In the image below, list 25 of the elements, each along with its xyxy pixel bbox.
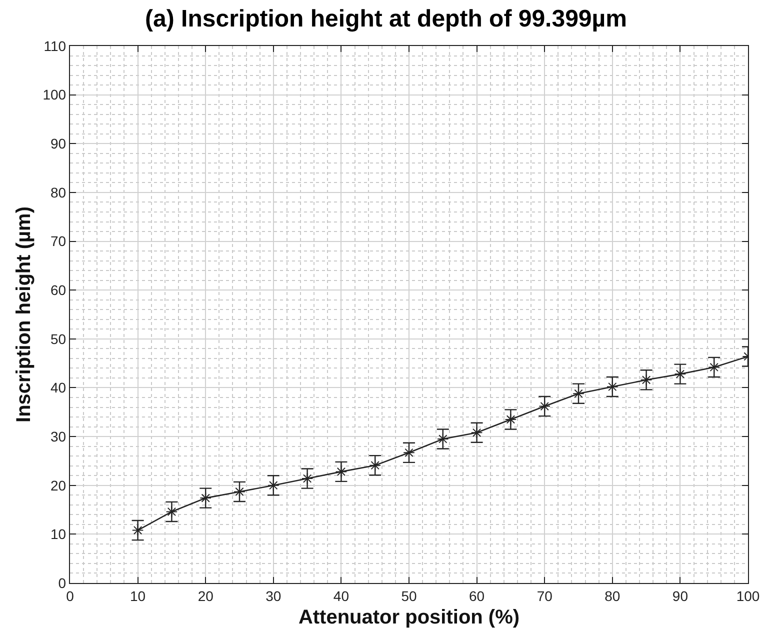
y-tick-label: 60 [50,282,66,298]
y-tick-label: 90 [50,136,66,152]
x-tick-label: 30 [266,588,282,604]
x-tick-label: 40 [333,588,350,604]
y-tick-label: 50 [50,330,66,347]
y-tick-label: 70 [50,233,66,250]
x-tick-label: 90 [672,588,688,604]
y-tick-label: 100 [42,86,66,103]
x-tick-label: 70 [536,588,553,604]
x-tick-label: 80 [604,588,620,604]
x-tick-label: 50 [401,588,417,604]
y-tick-label: 30 [50,428,66,444]
y-tick-label: 0 [58,574,66,591]
x-axis-title: Attenuator position (%) [298,606,520,628]
x-tick-label: 10 [130,588,146,604]
y-tick-label: 40 [50,380,66,396]
chart-title: (a) Inscription height at depth of 99.399µm [145,5,627,32]
x-tick-label: 20 [198,588,214,604]
y-tick-label: 110 [44,38,66,54]
y-tick-label: 10 [50,526,66,542]
y-tick-label: 20 [50,477,66,494]
x-tick-label: 100 [736,588,760,604]
y-tick-label: 80 [50,184,66,200]
x-tick-label: 60 [469,588,485,604]
y-axis-title: Inscription height (µm) [13,206,36,422]
